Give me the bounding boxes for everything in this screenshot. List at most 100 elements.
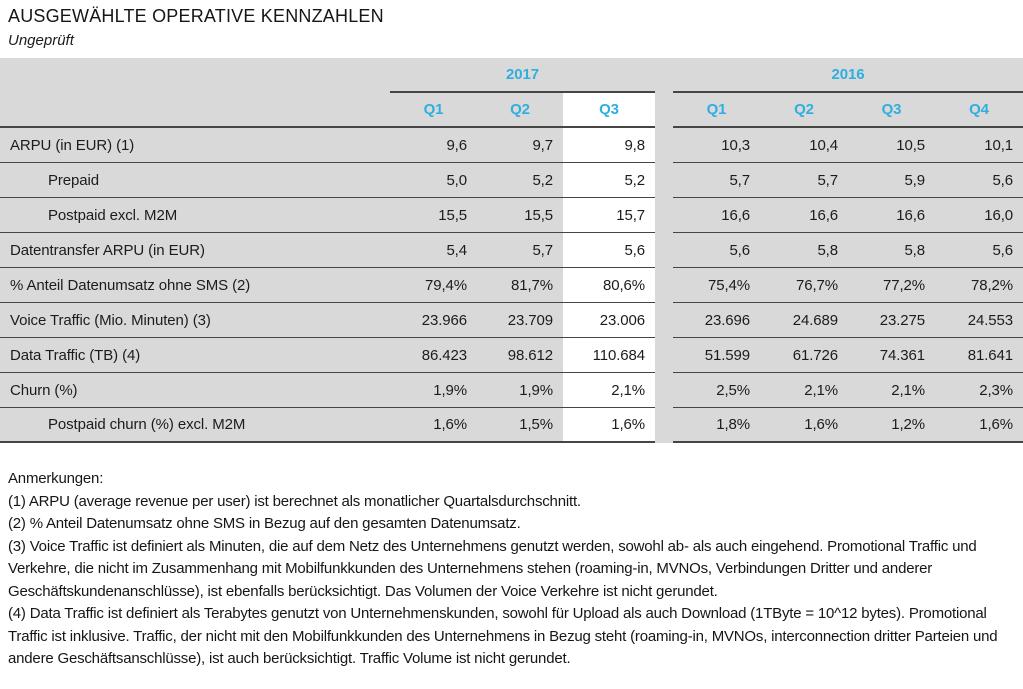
gap-spacer — [655, 128, 673, 163]
page-subtitle: Ungeprüft — [8, 32, 74, 49]
gap-spacer — [655, 268, 673, 303]
value-cell-2016: 5,8 — [848, 233, 935, 268]
value-cell-2016: 1,6% — [935, 408, 1023, 443]
kpi-table: 2017 2016 Q1 Q2 Q3 Q1 Q2 Q3 Q4 ARPU (in EUR) (1) 9… — [0, 58, 1023, 443]
value-cell-2017: 79,4% — [390, 268, 477, 303]
quarter-header-2016-q4: Q4 — [935, 93, 1023, 128]
value-cell-2016: 23.696 — [673, 303, 760, 338]
quarter-header-2017-q1: Q1 — [390, 93, 477, 128]
value-cell-2016: 5,6 — [935, 163, 1023, 198]
quarter-header-2016-q1: Q1 — [673, 93, 760, 128]
value-cell-2016: 2,5% — [673, 373, 760, 408]
value-cell-2016: 61.726 — [760, 338, 848, 373]
value-cell-2017: 15,7 — [563, 198, 655, 233]
gap-spacer — [655, 408, 673, 443]
value-cell-2016: 10,4 — [760, 128, 848, 163]
gap-spacer — [655, 93, 673, 128]
value-cell-2016: 5,6 — [935, 233, 1023, 268]
value-cell-2017: 5,2 — [563, 163, 655, 198]
value-cell-2017: 80,6% — [563, 268, 655, 303]
gap-spacer — [655, 163, 673, 198]
gap-spacer — [655, 373, 673, 408]
value-cell-2017: 5,4 — [390, 233, 477, 268]
value-cell-2017: 110.684 — [563, 338, 655, 373]
value-cell-2017: 23.006 — [563, 303, 655, 338]
value-cell-2017: 15,5 — [390, 198, 477, 233]
footnotes-heading: Anmerkungen: — [8, 470, 104, 487]
value-cell-2016: 5,7 — [760, 163, 848, 198]
value-cell-2017: 9,8 — [563, 128, 655, 163]
value-cell-2016: 10,1 — [935, 128, 1023, 163]
value-cell-2016: 16,0 — [935, 198, 1023, 233]
year-group-2017: 2017 — [390, 58, 655, 93]
value-cell-2016: 16,6 — [848, 198, 935, 233]
gap-spacer — [655, 303, 673, 338]
value-cell-2017: 5,0 — [390, 163, 477, 198]
year-group-2016: 2016 — [673, 58, 1023, 93]
row-label: Voice Traffic (Mio. Minuten) (3) — [0, 303, 390, 338]
value-cell-2017: 23.709 — [477, 303, 563, 338]
value-cell-2017: 23.966 — [390, 303, 477, 338]
value-cell-2017: 5,2 — [477, 163, 563, 198]
value-cell-2017: 15,5 — [477, 198, 563, 233]
quarter-header-2016-q2: Q2 — [760, 93, 848, 128]
value-cell-2016: 1,8% — [673, 408, 760, 443]
footnote-item: (3) Voice Traffic ist definiert als Minu… — [8, 537, 977, 600]
value-cell-2016: 24.689 — [760, 303, 848, 338]
value-cell-2017: 2,1% — [563, 373, 655, 408]
value-cell-2016: 16,6 — [673, 198, 760, 233]
value-cell-2016: 10,3 — [673, 128, 760, 163]
row-label: Datentransfer ARPU (in EUR) — [0, 233, 390, 268]
value-cell-2016: 24.553 — [935, 303, 1023, 338]
row-label: Churn (%) — [0, 373, 390, 408]
value-cell-2017: 86.423 — [390, 338, 477, 373]
gap-spacer — [655, 198, 673, 233]
quarter-header-2017-q2: Q2 — [477, 93, 563, 128]
value-cell-2017: 81,7% — [477, 268, 563, 303]
gap-spacer — [655, 338, 673, 373]
footnote-item: (2) % Anteil Datenumsatz ohne SMS in Bez… — [8, 515, 521, 532]
value-cell-2017: 5,7 — [477, 233, 563, 268]
quarter-header-2016-q3: Q3 — [848, 93, 935, 128]
value-cell-2016: 2,3% — [935, 373, 1023, 408]
value-cell-2016: 5,8 — [760, 233, 848, 268]
value-cell-2016: 5,9 — [848, 163, 935, 198]
value-cell-2016: 74.361 — [848, 338, 935, 373]
gap-spacer — [655, 58, 673, 93]
row-label: Data Traffic (TB) (4) — [0, 338, 390, 373]
value-cell-2017: 5,6 — [563, 233, 655, 268]
value-cell-2016: 1,2% — [848, 408, 935, 443]
value-cell-2016: 51.599 — [673, 338, 760, 373]
row-label: Postpaid excl. M2M — [0, 198, 390, 233]
value-cell-2016: 5,7 — [673, 163, 760, 198]
footnotes: Anmerkungen: (1) ARPU (average revenue p… — [8, 468, 1015, 671]
value-cell-2017: 1,6% — [563, 408, 655, 443]
value-cell-2016: 23.275 — [848, 303, 935, 338]
value-cell-2016: 5,6 — [673, 233, 760, 268]
value-cell-2017: 1,9% — [390, 373, 477, 408]
value-cell-2016: 75,4% — [673, 268, 760, 303]
value-cell-2016: 77,2% — [848, 268, 935, 303]
value-cell-2017: 98.612 — [477, 338, 563, 373]
value-cell-2017: 9,7 — [477, 128, 563, 163]
row-label: % Anteil Datenumsatz ohne SMS (2) — [0, 268, 390, 303]
value-cell-2016: 16,6 — [760, 198, 848, 233]
gap-spacer — [655, 233, 673, 268]
value-cell-2016: 78,2% — [935, 268, 1023, 303]
quarter-header-2017-q3: Q3 — [563, 93, 655, 128]
value-cell-2016: 1,6% — [760, 408, 848, 443]
value-cell-2016: 2,1% — [760, 373, 848, 408]
value-cell-2016: 2,1% — [848, 373, 935, 408]
table-corner-blank — [0, 58, 390, 93]
row-label: ARPU (in EUR) (1) — [0, 128, 390, 163]
value-cell-2017: 1,9% — [477, 373, 563, 408]
value-cell-2017: 9,6 — [390, 128, 477, 163]
value-cell-2016: 81.641 — [935, 338, 1023, 373]
row-label: Postpaid churn (%) excl. M2M — [0, 408, 390, 443]
page-title: AUSGEWÄHLTE OPERATIVE KENNZAHLEN — [8, 6, 384, 26]
footnote-item: (4) Data Traffic ist definiert als Terab… — [8, 605, 998, 667]
footnote-item: (1) ARPU (average revenue per user) ist … — [8, 492, 581, 510]
quarter-header-blank — [0, 93, 390, 128]
row-label: Prepaid — [0, 163, 390, 198]
